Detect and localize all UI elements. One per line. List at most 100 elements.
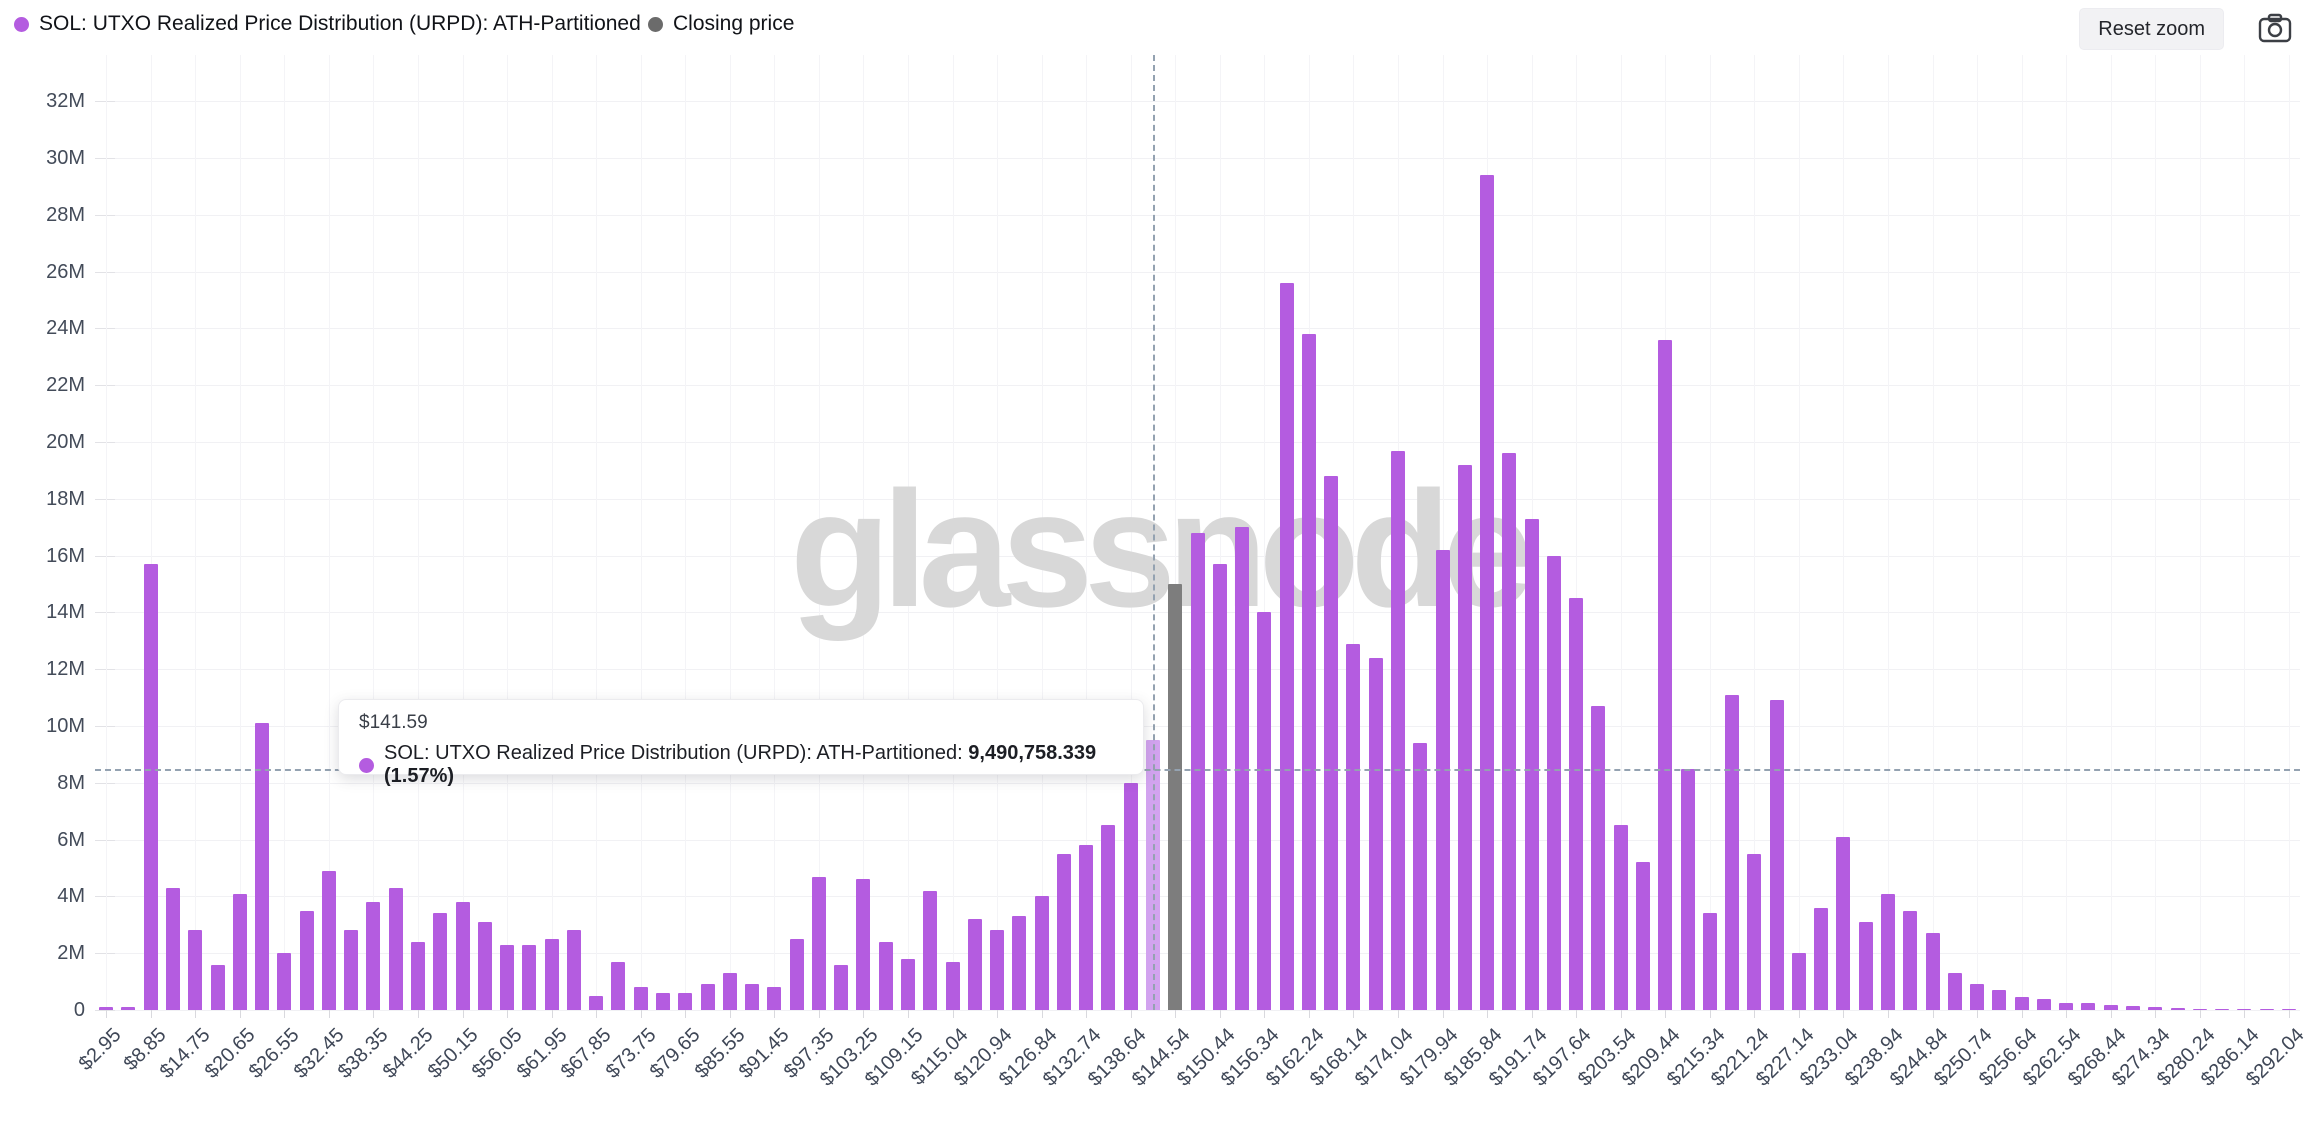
bar[interactable] <box>321 870 336 1010</box>
bar[interactable] <box>99 1007 114 1010</box>
bar[interactable] <box>1502 453 1517 1010</box>
bar[interactable] <box>1190 532 1205 1010</box>
bar[interactable] <box>1212 564 1227 1010</box>
camera-icon[interactable] <box>2258 13 2292 43</box>
bar[interactable] <box>856 879 871 1010</box>
bar[interactable] <box>477 921 492 1010</box>
bar[interactable] <box>2281 1009 2296 1010</box>
bar[interactable] <box>1947 973 1962 1010</box>
bar[interactable] <box>1123 782 1138 1010</box>
bar[interactable] <box>1613 825 1628 1010</box>
bar[interactable] <box>1435 549 1450 1010</box>
bar[interactable] <box>722 973 737 1010</box>
bar[interactable] <box>1658 339 1673 1010</box>
bar[interactable] <box>1257 612 1272 1010</box>
bar[interactable] <box>2148 1007 2163 1010</box>
bar[interactable] <box>990 930 1005 1010</box>
bar[interactable] <box>388 887 403 1010</box>
bar[interactable] <box>2081 1002 2096 1010</box>
bar[interactable] <box>2014 997 2029 1010</box>
bar[interactable] <box>1925 933 1940 1010</box>
legend-item-urpd[interactable]: SOL: UTXO Realized Price Distribution (U… <box>14 12 641 36</box>
bar[interactable] <box>1546 555 1561 1010</box>
bar[interactable] <box>255 723 270 1010</box>
bar[interactable] <box>2215 1009 2230 1010</box>
bar[interactable] <box>299 910 314 1010</box>
bar[interactable] <box>1836 836 1851 1010</box>
bar[interactable] <box>1346 643 1361 1010</box>
bar[interactable] <box>1480 175 1495 1010</box>
bar[interactable] <box>1056 853 1071 1010</box>
bar[interactable] <box>1702 913 1717 1010</box>
bar[interactable] <box>589 995 604 1010</box>
bar[interactable] <box>433 913 448 1010</box>
bar[interactable] <box>655 992 670 1010</box>
bar[interactable] <box>1880 893 1895 1010</box>
bar[interactable] <box>1324 476 1339 1010</box>
bar[interactable] <box>188 930 203 1010</box>
bar[interactable] <box>500 944 515 1010</box>
bar[interactable] <box>277 953 292 1010</box>
bar[interactable] <box>1079 845 1094 1010</box>
bar[interactable] <box>2259 1009 2274 1010</box>
bar[interactable] <box>522 944 537 1010</box>
bar[interactable] <box>767 987 782 1010</box>
bar[interactable] <box>2103 1004 2118 1010</box>
bar[interactable] <box>210 964 225 1010</box>
bar[interactable] <box>232 893 247 1010</box>
bar[interactable] <box>1301 334 1316 1010</box>
bar[interactable] <box>789 939 804 1010</box>
bar[interactable] <box>633 987 648 1010</box>
bar[interactable] <box>1992 990 2007 1010</box>
bar[interactable] <box>1591 706 1606 1010</box>
bar[interactable] <box>2036 998 2051 1010</box>
bar[interactable] <box>1747 853 1762 1010</box>
bar[interactable] <box>1569 598 1584 1010</box>
bar[interactable] <box>900 958 915 1010</box>
bar[interactable] <box>1235 527 1250 1010</box>
bar[interactable] <box>1791 953 1806 1010</box>
bar[interactable] <box>1970 984 1985 1010</box>
bar[interactable] <box>1635 862 1650 1010</box>
bar[interactable] <box>967 919 982 1010</box>
legend-item-closing-price[interactable]: Closing price <box>648 12 794 36</box>
bar[interactable] <box>544 939 559 1010</box>
bar[interactable] <box>834 964 849 1010</box>
bar[interactable] <box>344 930 359 1010</box>
bar[interactable] <box>1725 694 1740 1010</box>
bar[interactable] <box>143 564 158 1010</box>
bar[interactable] <box>1101 825 1116 1010</box>
bar[interactable] <box>1524 518 1539 1010</box>
bar[interactable] <box>1279 282 1294 1010</box>
bar[interactable] <box>1680 768 1695 1010</box>
bar[interactable] <box>1034 896 1049 1010</box>
bar[interactable] <box>455 902 470 1010</box>
bar[interactable] <box>700 984 715 1010</box>
bar[interactable] <box>1413 743 1428 1010</box>
bar[interactable] <box>1368 657 1383 1010</box>
bar[interactable] <box>811 876 826 1010</box>
closing-price-bar[interactable] <box>1168 584 1183 1010</box>
reset-zoom-button[interactable]: Reset zoom <box>2079 8 2224 50</box>
bar[interactable] <box>121 1006 136 1010</box>
bar[interactable] <box>165 887 180 1010</box>
bar[interactable] <box>1012 916 1027 1010</box>
bar[interactable] <box>1814 907 1829 1010</box>
bar[interactable] <box>2170 1008 2185 1010</box>
bar[interactable] <box>945 961 960 1010</box>
bar[interactable] <box>2125 1005 2140 1010</box>
bar[interactable] <box>1858 921 1873 1010</box>
bar[interactable] <box>745 984 760 1010</box>
bar[interactable] <box>1903 910 1918 1010</box>
bar[interactable] <box>1457 464 1472 1010</box>
bar[interactable] <box>566 930 581 1010</box>
bar[interactable] <box>2237 1009 2252 1010</box>
bar[interactable] <box>611 961 626 1010</box>
bar[interactable] <box>678 992 693 1010</box>
bar[interactable] <box>1390 450 1405 1010</box>
bar[interactable] <box>2059 1002 2074 1010</box>
bar[interactable] <box>878 941 893 1010</box>
bar[interactable] <box>923 890 938 1010</box>
bar[interactable] <box>366 902 381 1010</box>
bar[interactable] <box>410 941 425 1010</box>
